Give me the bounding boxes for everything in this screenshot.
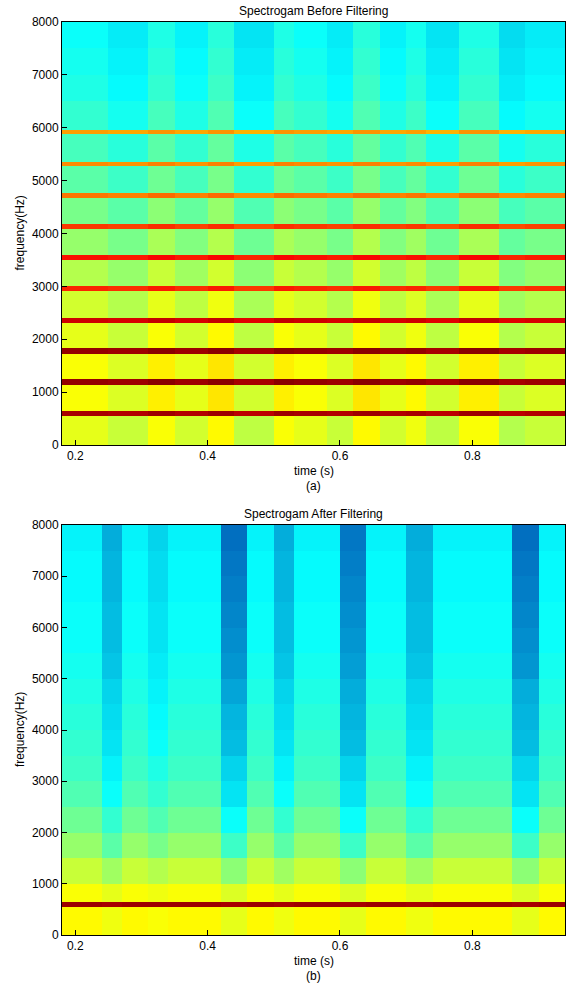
svg-text:1000: 1000: [32, 385, 59, 399]
svg-text:0.4: 0.4: [199, 939, 216, 953]
svg-text:8000: 8000: [32, 15, 59, 29]
svg-text:8000: 8000: [32, 518, 59, 532]
svg-text:0.2: 0.2: [67, 939, 84, 953]
svg-text:0.2: 0.2: [67, 449, 84, 463]
svg-text:0.6: 0.6: [332, 939, 349, 953]
svg-text:0: 0: [52, 928, 59, 942]
svg-text:6000: 6000: [32, 621, 59, 635]
svg-text:frequency(Hz): frequency(Hz): [13, 195, 27, 270]
svg-text:3000: 3000: [32, 280, 59, 294]
svg-text:(b): (b): [306, 969, 321, 983]
svg-text:4000: 4000: [32, 723, 59, 737]
svg-text:frequency(Hz): frequency(Hz): [13, 692, 27, 767]
svg-text:5000: 5000: [32, 672, 59, 686]
svg-text:3000: 3000: [32, 774, 59, 788]
svg-text:time (s): time (s): [294, 954, 334, 968]
svg-text:(a): (a): [306, 479, 321, 493]
svg-text:7000: 7000: [32, 569, 59, 583]
svg-text:5000: 5000: [32, 174, 59, 188]
svg-text:6000: 6000: [32, 121, 59, 135]
svg-text:0.8: 0.8: [464, 939, 481, 953]
svg-text:4000: 4000: [32, 227, 59, 241]
svg-text:Spectrogam After Filtering: Spectrogam After Filtering: [244, 507, 383, 521]
svg-text:0.4: 0.4: [199, 449, 216, 463]
svg-text:1000: 1000: [32, 877, 59, 891]
svg-text:0.8: 0.8: [464, 449, 481, 463]
svg-text:0.6: 0.6: [332, 449, 349, 463]
svg-text:2000: 2000: [32, 826, 59, 840]
svg-text:0: 0: [52, 438, 59, 452]
svg-text:Spectrogam Before Filtering: Spectrogam Before Filtering: [239, 4, 388, 18]
svg-text:7000: 7000: [32, 68, 59, 82]
svg-text:time (s): time (s): [294, 464, 334, 478]
svg-text:2000: 2000: [32, 332, 59, 346]
